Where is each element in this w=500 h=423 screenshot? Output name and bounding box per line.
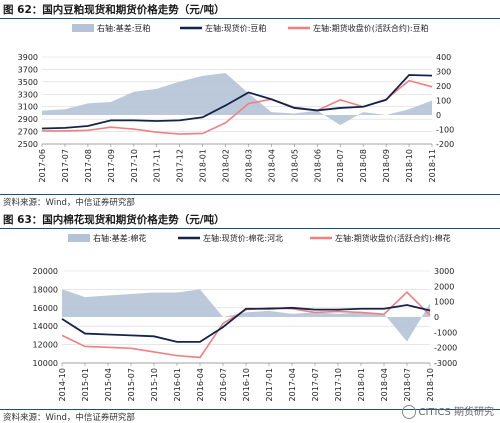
- y-left-tick-2700: 2700: [18, 128, 38, 137]
- x-tick-label-2015-07: 2015-07: [127, 368, 136, 401]
- watermark: CITICS 期货研究: [401, 403, 495, 419]
- chart-2-header: 图 63：国内棉花现货和期货价格走势（元/吨）: [0, 210, 500, 229]
- chart-1-svg: 右轴:基差:豆粕 左轴:现货价:豆粕 左轴:期货收盘价(活跃合约):豆粕 2500 27…: [18, 23, 455, 182]
- chart-1-source: 资料来源：Wind，中信证券研究部: [3, 198, 135, 208]
- x-tick-label-2017-12: 2017-12: [176, 149, 185, 182]
- y-right-tick-3000: 3000: [434, 267, 454, 276]
- x-tick-label-2018-02: 2018-02: [222, 149, 231, 182]
- series-area-右轴:基差:棉花: [62, 289, 430, 342]
- chart-2-title: 图 63：国内棉花现货和期货价格走势（元/吨）: [3, 214, 225, 226]
- x-tick-label-2017-04: 2017-04: [288, 368, 297, 401]
- y-left-tick-2900: 2900: [18, 115, 38, 124]
- y-right-tick-200: 200: [436, 82, 451, 91]
- x-tick-label-2018-03: 2018-03: [244, 149, 253, 182]
- y-left-tick-3700: 3700: [18, 65, 38, 74]
- y-right-tick-400: 400: [436, 53, 451, 62]
- x-tick-label-2017-11: 2017-11: [153, 149, 162, 182]
- chart-2-svg: 右轴:基差:棉花 左轴:现货价:棉花:河北 左轴:期货收盘价(活跃合约):棉花 100…: [33, 233, 458, 401]
- legend-label-右轴:基差:豆粕: 右轴:基差:豆粕: [97, 23, 150, 33]
- series-line-左轴:现货价:棉花:河北: [61, 304, 431, 343]
- y-right-tick-0: 0: [434, 313, 439, 322]
- chart-1-header: 图 62：国内豆粕现货和期货价格走势（元/吨）: [0, 0, 500, 19]
- x-tick-label-2017-08: 2017-08: [84, 149, 93, 182]
- legend-swatch-右轴:基差:豆粕: [72, 24, 94, 32]
- y-right-tick--3000: -3000: [434, 359, 457, 368]
- x-tick-label-2018-04: 2018-04: [380, 368, 389, 401]
- x-tick-label-2018-07: 2018-07: [403, 368, 412, 401]
- chart-2-source: 资料来源：Wind，中信证券研究部: [3, 413, 135, 423]
- y-left-tick-3300: 3300: [18, 90, 38, 99]
- x-tick-label-2016-10: 2016-10: [242, 368, 251, 401]
- x-tick-label-2015-01: 2015-01: [81, 368, 90, 401]
- x-tick-label-2018-10: 2018-10: [405, 149, 414, 182]
- y-right-tick--2000: -2000: [434, 344, 457, 353]
- series-line-左轴:现货价:豆粕: [41, 74, 433, 130]
- y-left-tick-18000: 18000: [33, 285, 58, 294]
- y-left-tick-3100: 3100: [18, 103, 38, 112]
- x-tick-label-2018-01: 2018-01: [199, 149, 208, 182]
- x-tick-label-2018-11: 2018-11: [428, 149, 437, 182]
- y-left-tick-2500: 2500: [18, 140, 38, 149]
- x-tick-label-2018-01: 2018-01: [357, 368, 366, 401]
- x-tick-label-2015-10: 2015-10: [150, 368, 159, 401]
- legend-label-左轴:期货收盘价(活跃合约):豆粕: 左轴:期货收盘价(活跃合约):豆粕: [313, 23, 429, 33]
- x-tick-label-2017-10: 2017-10: [334, 368, 343, 401]
- y-left-tick-14000: 14000: [33, 322, 58, 331]
- x-tick-label-2017-01: 2017-01: [265, 368, 274, 401]
- y-left-tick-3500: 3500: [18, 78, 38, 87]
- legend-label-左轴:现货价:棉花:河北: 左轴:现货价:棉花:河北: [203, 233, 283, 243]
- legend-label-左轴:现货价:豆粕: 左轴:现货价:豆粕: [205, 23, 266, 33]
- chart-panel-1: 图 62：国内豆粕现货和期货价格走势（元/吨） 右轴:基差:豆粕 左轴:现货价:豆…: [0, 0, 500, 208]
- legend-swatch-右轴:基差:棉花: [68, 234, 90, 242]
- y-left-tick-3900: 3900: [18, 53, 38, 62]
- x-tick-label-2018-10: 2018-10: [426, 368, 435, 401]
- x-tick-label-2018-04: 2018-04: [267, 149, 276, 182]
- chart-2-bottom-rule: [0, 409, 500, 410]
- y-right-tick-1000: 1000: [434, 298, 454, 307]
- legend-label-右轴:基差:棉花: 右轴:基差:棉花: [93, 233, 146, 243]
- x-tick-label-2018-09: 2018-09: [382, 149, 391, 182]
- x-tick-label-2015-04: 2015-04: [104, 368, 113, 401]
- y-right-tick-100: 100: [436, 97, 451, 106]
- x-tick-label-2018-05: 2018-05: [290, 149, 299, 182]
- watermark-logo-icon: [401, 405, 416, 419]
- x-tick-label-2018-06: 2018-06: [313, 149, 322, 182]
- x-tick-label-2017-10: 2017-10: [130, 149, 139, 182]
- y-right-tick--200: -200: [436, 140, 454, 149]
- x-tick-label-2014-10: 2014-10: [58, 368, 67, 401]
- y-right-tick--100: -100: [436, 126, 454, 135]
- x-tick-label-2016-04: 2016-04: [196, 368, 205, 401]
- x-tick-label-2017-09: 2017-09: [107, 149, 116, 182]
- x-tick-label-2018-08: 2018-08: [359, 149, 368, 182]
- legend-label-左轴:期货收盘价(活跃合约):棉花: 左轴:期货收盘价(活跃合约):棉花: [335, 233, 451, 243]
- y-left-tick-10000: 10000: [33, 359, 58, 368]
- x-tick-label-2016-07: 2016-07: [219, 368, 228, 401]
- y-left-tick-20000: 20000: [33, 267, 58, 276]
- chart-1-bottom-rule: [0, 194, 500, 195]
- x-tick-label-2017-07: 2017-07: [61, 149, 70, 182]
- x-tick-label-2016-01: 2016-01: [173, 368, 182, 401]
- y-right-tick--1000: -1000: [434, 328, 457, 337]
- y-right-tick-300: 300: [436, 68, 451, 77]
- y-right-tick-2000: 2000: [434, 282, 454, 291]
- x-tick-label-2017-07: 2017-07: [311, 368, 320, 401]
- x-tick-label-2017-06: 2017-06: [38, 149, 47, 182]
- chart-panel-2: 图 63：国内棉花现货和期货价格走势（元/吨） 右轴:基差:棉花 左轴:现货价:棉…: [0, 210, 500, 423]
- watermark-text: CITICS 期货研究: [418, 407, 495, 418]
- y-left-tick-16000: 16000: [33, 304, 58, 313]
- y-right-tick-0: 0: [436, 111, 441, 120]
- x-tick-label-2018-07: 2018-07: [336, 149, 345, 182]
- chart-1-title: 图 62：国内豆粕现货和期货价格走势（元/吨）: [3, 4, 225, 16]
- y-left-tick-12000: 12000: [33, 341, 58, 350]
